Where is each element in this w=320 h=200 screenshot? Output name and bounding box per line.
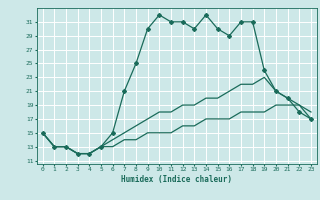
X-axis label: Humidex (Indice chaleur): Humidex (Indice chaleur)	[121, 175, 232, 184]
